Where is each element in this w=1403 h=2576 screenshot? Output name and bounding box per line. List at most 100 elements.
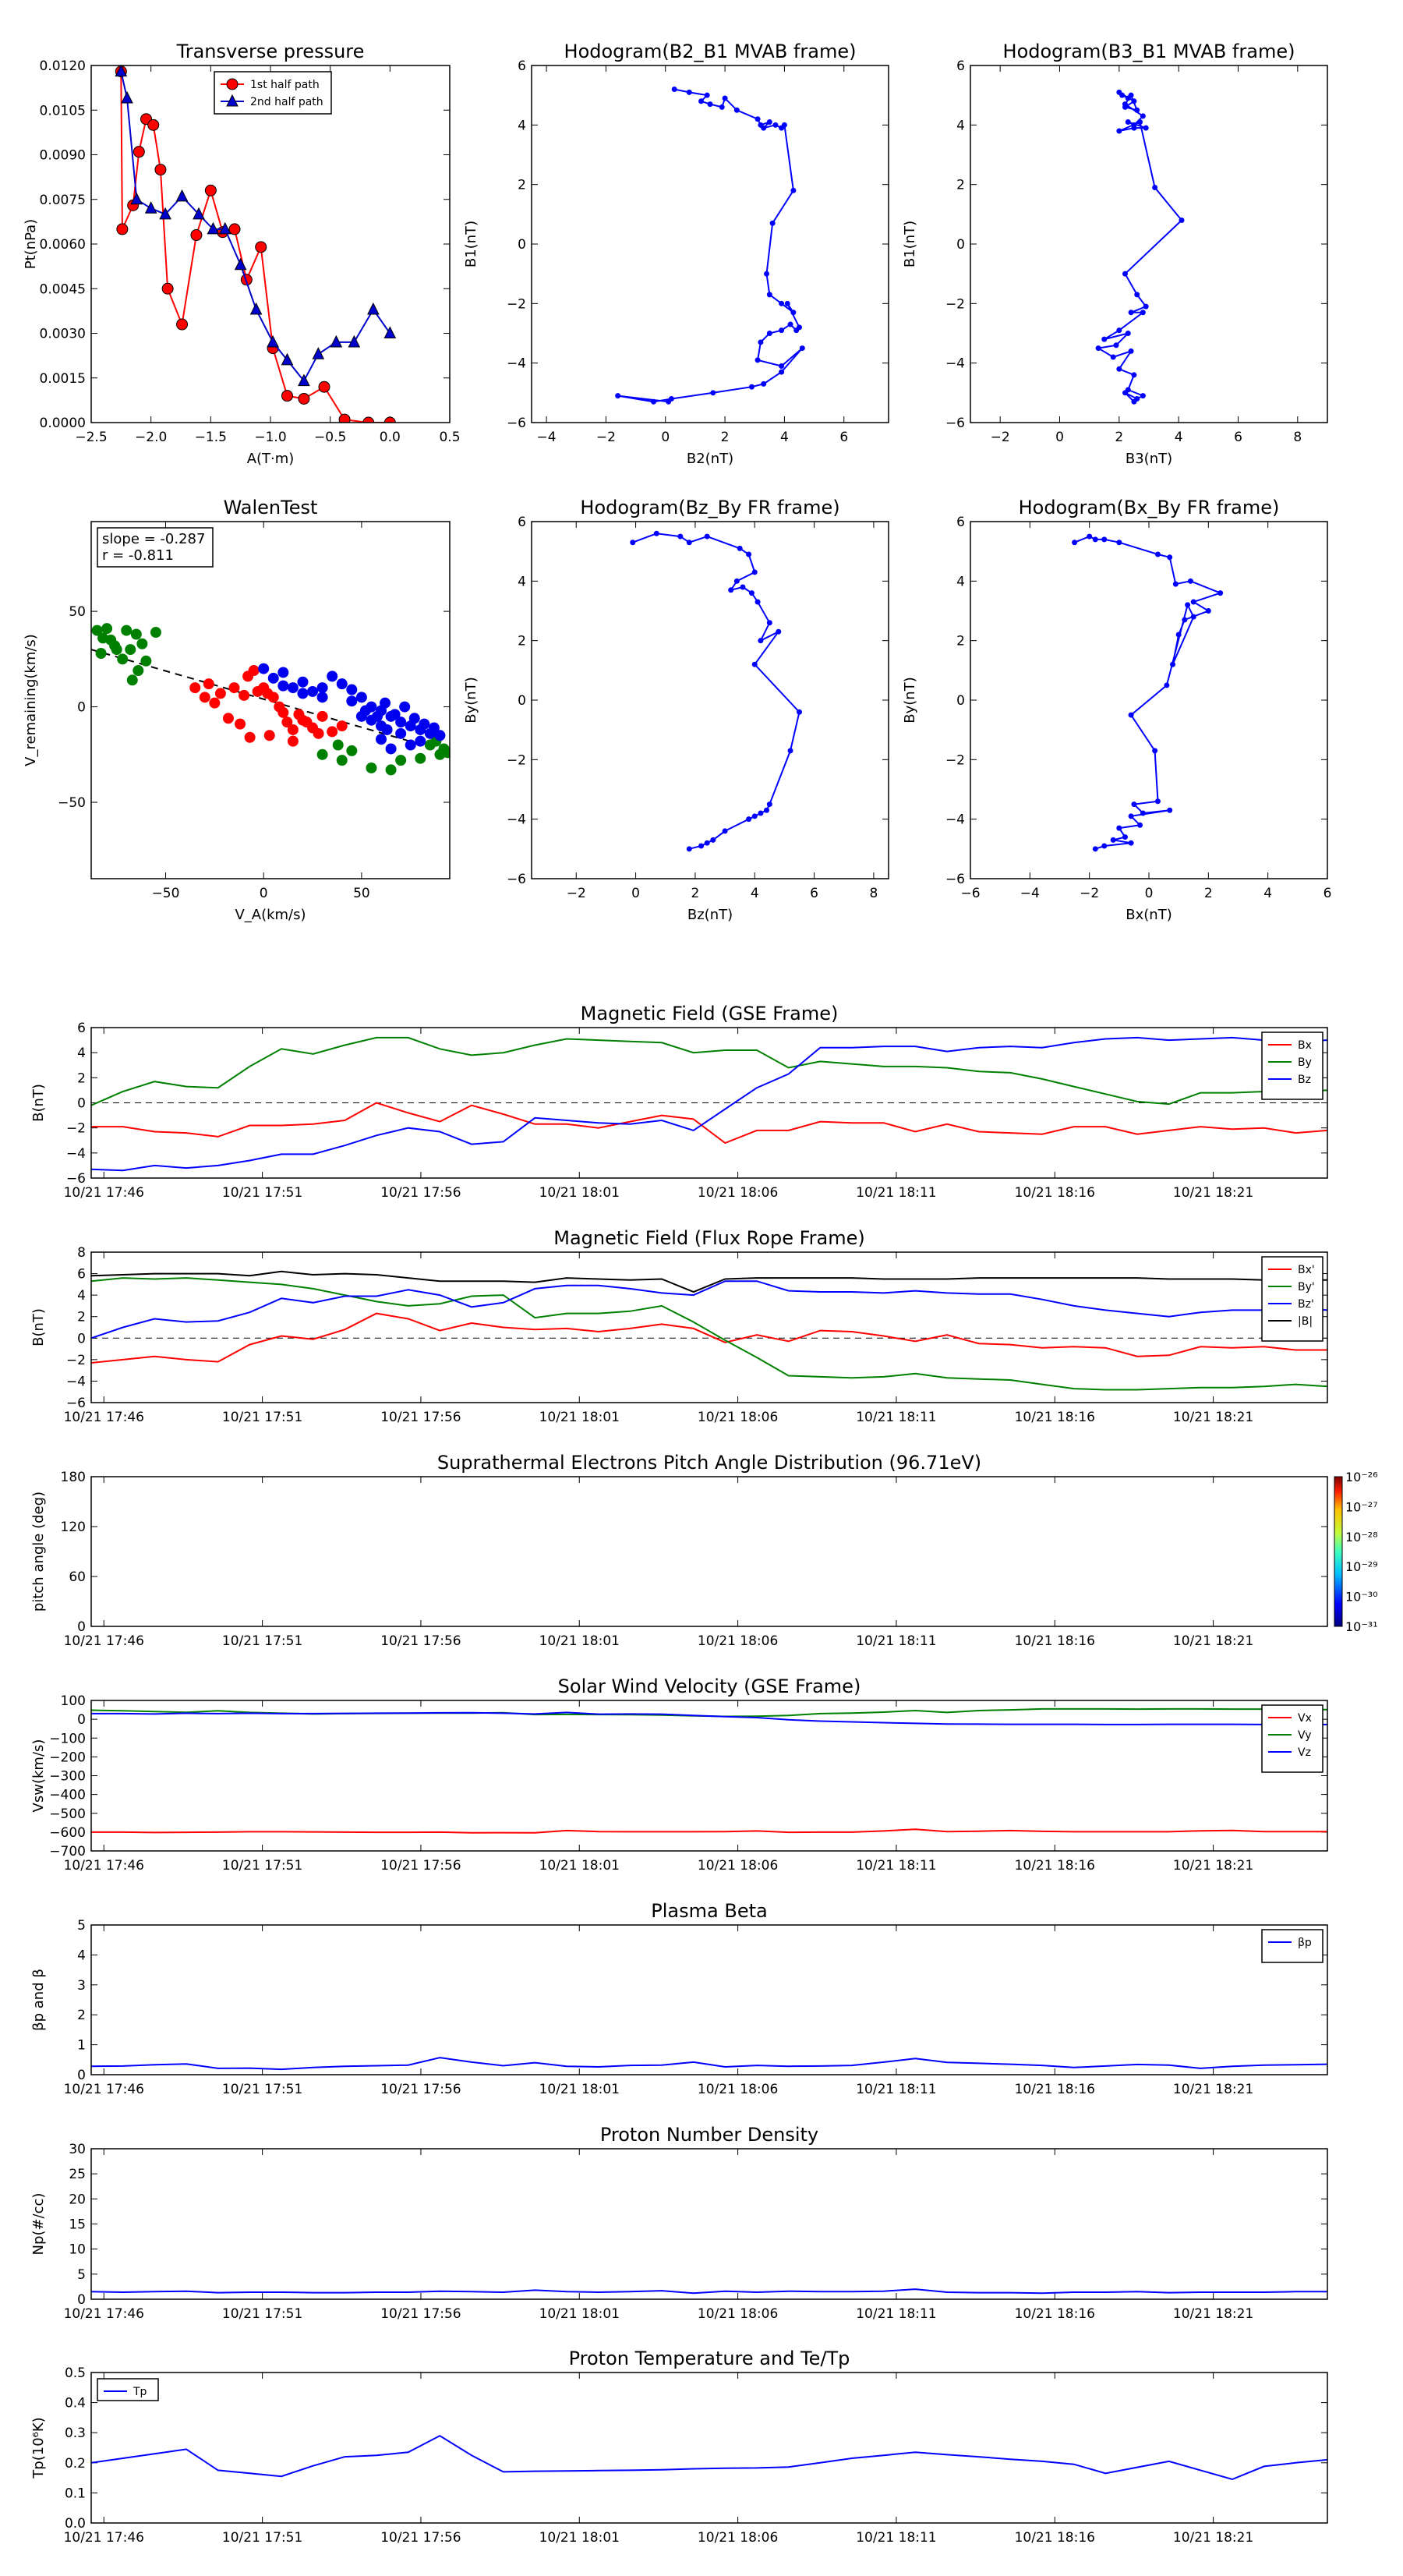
x-tick-label: 2 — [1204, 886, 1213, 901]
scatter-point — [327, 726, 338, 738]
y-tick-label: 180 — [61, 1470, 86, 1485]
scatter-point — [307, 685, 319, 697]
series-point — [755, 116, 761, 122]
scatter-point — [95, 647, 107, 659]
y-tick-label: −6 — [945, 872, 965, 887]
series-point — [751, 813, 758, 819]
series-point — [1116, 366, 1122, 372]
series-point — [1113, 342, 1119, 349]
series-point — [746, 816, 752, 823]
scatter-point — [346, 695, 358, 707]
series-point — [1154, 551, 1161, 557]
series-point — [1092, 536, 1098, 543]
series-point — [728, 587, 734, 593]
y-tick-label: 60 — [69, 1569, 86, 1585]
series-point — [1131, 98, 1137, 104]
y-tick-label: 0.4 — [65, 2396, 86, 2411]
y-tick-label: 6 — [956, 515, 965, 530]
scatter-point — [136, 638, 148, 649]
series-point — [115, 65, 128, 77]
y-tick-label: 25 — [69, 2167, 86, 2182]
x-tick-label: 2 — [721, 430, 730, 445]
scatter-point — [346, 745, 358, 756]
y-tick-label: 4 — [77, 1288, 86, 1304]
scatter-point — [434, 730, 446, 741]
y-tick-label: 0.0045 — [40, 281, 86, 297]
x-tick-label: 10/21 18:01 — [539, 1185, 620, 1201]
scatter-point — [277, 680, 289, 692]
y-axis-label: By(nT) — [902, 677, 918, 723]
y-tick-label: 0.0090 — [40, 148, 86, 164]
scatter-point — [126, 674, 138, 686]
y-tick-label: −300 — [49, 1769, 86, 1785]
chart-7: Magnetic Field (GSE Frame) −6 −4 −2 0 2 4 6 10/2… — [30, 1003, 1328, 1201]
series-point — [190, 229, 203, 242]
chart-title: Hodogram(Bx_By FR frame) — [1019, 497, 1280, 518]
y-tick-label: 4 — [956, 574, 965, 589]
legend-label: Vx — [1298, 1712, 1312, 1725]
chart-title: Transverse pressure — [176, 41, 365, 62]
plot-area — [91, 1270, 1327, 1391]
y-tick-label: 6 — [518, 515, 526, 530]
series-point — [234, 257, 247, 271]
scatter-point — [140, 655, 152, 667]
legend-box — [1261, 1704, 1323, 1773]
x-tick-label: 0 — [260, 886, 268, 901]
legend-box — [1261, 1256, 1323, 1342]
scatter-point — [346, 684, 358, 695]
y-tick-label: 0 — [518, 237, 526, 253]
series-point — [1128, 310, 1134, 316]
legend-label: By — [1298, 1056, 1312, 1069]
x-tick-label: 10/21 18:16 — [1015, 1185, 1095, 1201]
y-tick-label: 0 — [77, 1096, 86, 1112]
x-tick-label: −1.5 — [195, 430, 227, 445]
scatter-point — [209, 697, 221, 709]
axes-frame — [90, 1251, 1328, 1403]
series-point — [1134, 292, 1140, 298]
series-point — [1116, 89, 1122, 95]
legend-label: 2nd half path — [250, 96, 323, 108]
x-tick-label: 10/21 18:06 — [698, 1185, 778, 1201]
y-tick-label: −2 — [945, 752, 965, 768]
chart-3: Hodogram(B3_B1 MVAB frame) −6 −4 −2 0 2 4 6 −2 0 2… — [902, 41, 1328, 467]
plot-area — [91, 623, 450, 776]
axes-frame — [90, 65, 451, 423]
series-point — [207, 221, 220, 235]
x-tick-label: 10/21 18:01 — [539, 2530, 620, 2546]
series-point — [116, 223, 129, 235]
x-tick-label: 4 — [1175, 430, 1183, 445]
scatter-point — [248, 665, 260, 677]
series-point — [764, 807, 770, 813]
colorbar-label: 10⁻²⁷ — [1345, 1499, 1378, 1514]
series-point — [686, 89, 692, 95]
series-line — [91, 1277, 1327, 1391]
series-line — [91, 1270, 1327, 1293]
y-axis-label: Vsw(km/s) — [30, 1739, 47, 1813]
y-tick-label: −2 — [66, 1121, 86, 1137]
y-tick-label: −50 — [58, 795, 86, 811]
series-line — [91, 2288, 1327, 2295]
x-tick-label: 10/21 17:51 — [222, 1858, 302, 1874]
series-point — [790, 187, 797, 193]
scatter-point — [281, 717, 293, 728]
plot-area — [115, 65, 397, 423]
series-line — [91, 1828, 1327, 1834]
y-tick-label: 4 — [956, 118, 965, 133]
scatter-point — [316, 710, 328, 722]
scatter-point — [316, 692, 328, 703]
x-tick-label: 10/21 18:16 — [1015, 1410, 1095, 1425]
axes-frame — [90, 521, 451, 879]
legend-box — [1261, 1929, 1323, 1963]
series-point — [1134, 107, 1140, 113]
series-point — [147, 119, 160, 131]
annotation-text: slope = -0.287 — [102, 531, 205, 547]
scatter-point — [91, 625, 103, 636]
series-point — [1122, 834, 1128, 840]
x-tick-label: 10/21 18:11 — [856, 1410, 936, 1425]
scatter-point — [101, 623, 113, 635]
series-point — [218, 221, 231, 235]
series-point — [383, 326, 397, 338]
series-point — [204, 184, 217, 196]
y-tick-label: 5 — [77, 2267, 86, 2283]
y-tick-label: 4 — [518, 574, 526, 589]
